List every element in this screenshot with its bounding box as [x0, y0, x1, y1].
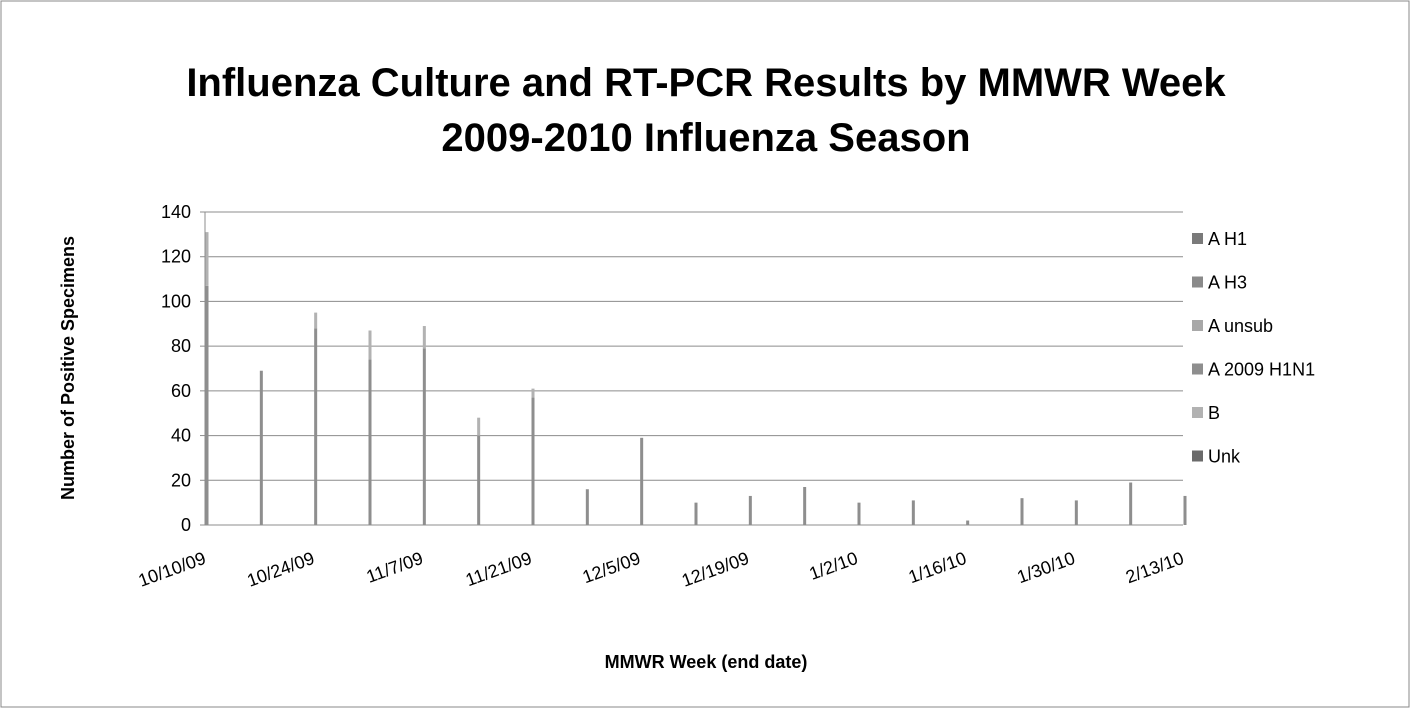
bar-segment	[205, 232, 209, 286]
bar-segment	[205, 285, 209, 525]
legend-swatch	[1192, 233, 1203, 244]
y-tick-label: 40	[171, 426, 191, 446]
legend-label: B	[1208, 403, 1220, 423]
legend-swatch	[1192, 407, 1203, 418]
bar-segment	[694, 502, 698, 525]
bar-segment	[368, 330, 372, 360]
bar-segment	[857, 502, 861, 525]
legend-swatch	[1192, 276, 1203, 288]
chart-subtitle: 2009-2010 Influenza Season	[441, 116, 970, 160]
legend-label: A unsub	[1208, 316, 1273, 336]
chart-title: Influenza Culture and RT-PCR Results by …	[186, 61, 1226, 105]
bar-segment	[803, 486, 807, 525]
x-axis-label: MMWR Week (end date)	[605, 652, 808, 672]
legend-swatch	[1192, 320, 1203, 331]
bar-segment	[477, 435, 481, 525]
bar-segment	[422, 326, 426, 349]
bar-segment	[911, 500, 915, 525]
bar-segment	[1183, 495, 1187, 525]
bar-segment	[368, 359, 372, 525]
bar-segment	[477, 417, 481, 436]
bar-segment	[531, 388, 535, 398]
y-axis-label: Number of Positive Specimens	[58, 236, 78, 500]
y-tick-label: 20	[171, 470, 191, 490]
bar-segment	[422, 348, 426, 525]
legend-swatch	[1192, 450, 1203, 462]
bar-segment	[1129, 482, 1133, 525]
bar-segment	[1020, 498, 1024, 525]
y-tick-label: 80	[171, 336, 191, 356]
bar-segment	[640, 437, 644, 525]
y-tick-label: 100	[161, 291, 191, 311]
legend-label: A H3	[1208, 273, 1247, 293]
legend-swatch	[1192, 363, 1203, 375]
y-tick-label: 140	[161, 202, 191, 222]
bar-segment	[314, 312, 318, 329]
bar-segment	[314, 328, 318, 525]
legend-label: A H1	[1208, 229, 1247, 249]
y-tick-label: 60	[171, 381, 191, 401]
legend-label: A 2009 H1N1	[1208, 360, 1315, 380]
y-tick-label: 0	[181, 515, 191, 535]
bar-segment	[531, 397, 535, 525]
bar-segment	[966, 520, 970, 525]
y-tick-label: 120	[161, 247, 191, 267]
bar-segment	[259, 370, 263, 525]
bar-segment	[748, 495, 752, 525]
legend-label: Unk	[1208, 447, 1241, 467]
bar-segment	[585, 489, 589, 525]
bar-segment	[1074, 500, 1078, 525]
